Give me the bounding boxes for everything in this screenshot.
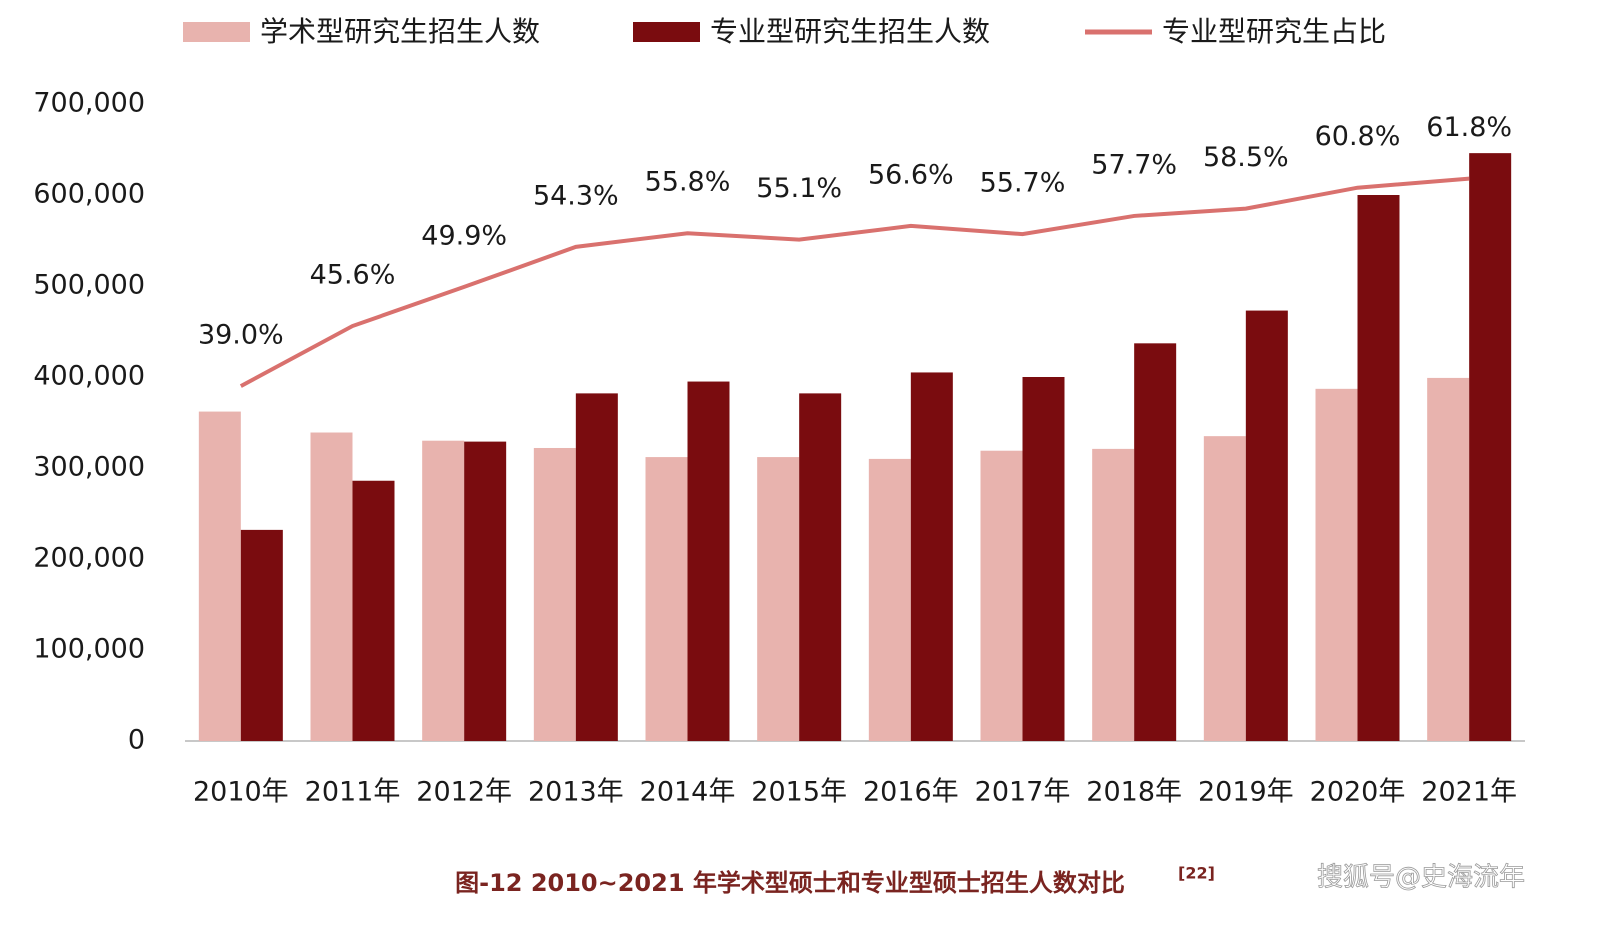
x-tick-label: 2017年 — [975, 777, 1071, 808]
bar — [1245, 310, 1288, 741]
bar — [533, 447, 576, 741]
bar — [980, 450, 1023, 741]
data-label: 61.8% — [1426, 112, 1512, 143]
y-tick-label: 100,000 — [33, 634, 145, 665]
bar — [1092, 448, 1135, 741]
data-label: 49.9% — [421, 220, 507, 251]
bar — [1357, 195, 1400, 741]
bar — [910, 372, 953, 741]
legend-swatch — [633, 22, 700, 42]
y-tick-label: 0 — [128, 725, 145, 756]
caption: 图-12 2010~2021 年学术型硕士和专业型硕士招生人数对比 — [455, 869, 1125, 897]
bar — [198, 411, 241, 741]
bar — [1134, 343, 1177, 741]
y-tick-label: 700,000 — [33, 88, 145, 119]
x-tick-label: 2010年 — [193, 777, 289, 808]
legend-label: 专业型研究生招生人数 — [710, 15, 990, 48]
data-label: 56.6% — [868, 159, 954, 190]
bar — [1022, 377, 1065, 741]
line — [239, 176, 1470, 388]
bar — [687, 381, 730, 741]
bar — [1315, 388, 1358, 741]
data-label: 54.3% — [533, 180, 619, 211]
bar — [464, 441, 507, 741]
x-tick-label: 2012年 — [416, 777, 512, 808]
x-tick-label: 2019年 — [1198, 777, 1294, 808]
bar — [868, 458, 911, 741]
watermark: 搜狐号@史海流年 — [1317, 863, 1525, 893]
y-tick-label: 400,000 — [33, 361, 145, 392]
bar — [310, 432, 353, 741]
bar — [240, 529, 283, 741]
caption-group: 图-12 2010~2021 年学术型硕士和专业型硕士招生人数对比 [22] — [455, 864, 1215, 898]
x-tick-label: 2013年 — [528, 777, 624, 808]
data-label: 57.7% — [1091, 149, 1177, 180]
y-tick-label: 500,000 — [33, 270, 145, 301]
legend-swatch — [183, 22, 250, 42]
legend-label: 专业型研究生占比 — [1162, 15, 1386, 48]
data-label: 39.0% — [198, 320, 284, 351]
bar — [1203, 436, 1246, 741]
data-label: 58.5% — [1203, 142, 1289, 173]
y-tick-label: 600,000 — [33, 179, 145, 210]
legend-label: 学术型研究生招生人数 — [260, 15, 540, 48]
x-tick-label: 2011年 — [305, 777, 401, 808]
x-tick-label: 2015年 — [751, 777, 847, 808]
x-tick-label: 2014年 — [640, 777, 736, 808]
data-label: 45.6% — [310, 260, 396, 291]
bar — [645, 457, 688, 741]
data-label: 55.1% — [756, 173, 842, 204]
bar — [352, 480, 395, 741]
bar — [1427, 377, 1470, 741]
x-tick-label: 2016年 — [863, 777, 959, 808]
y-tick-label: 200,000 — [33, 543, 145, 574]
bar — [422, 440, 465, 741]
x-tick-label: 2021年 — [1421, 777, 1517, 808]
data-label: 60.8% — [1315, 121, 1401, 152]
data-label: 55.8% — [645, 167, 731, 198]
bar — [799, 393, 842, 741]
x-tick-label: 2018年 — [1086, 777, 1182, 808]
data-label: 55.7% — [980, 168, 1066, 199]
bar — [575, 393, 618, 741]
x-tick-label: 2020年 — [1310, 777, 1406, 808]
y-tick-label: 300,000 — [33, 452, 145, 483]
bar — [757, 457, 800, 741]
bar — [1469, 153, 1512, 741]
caption-ref: [22] — [1178, 864, 1215, 883]
